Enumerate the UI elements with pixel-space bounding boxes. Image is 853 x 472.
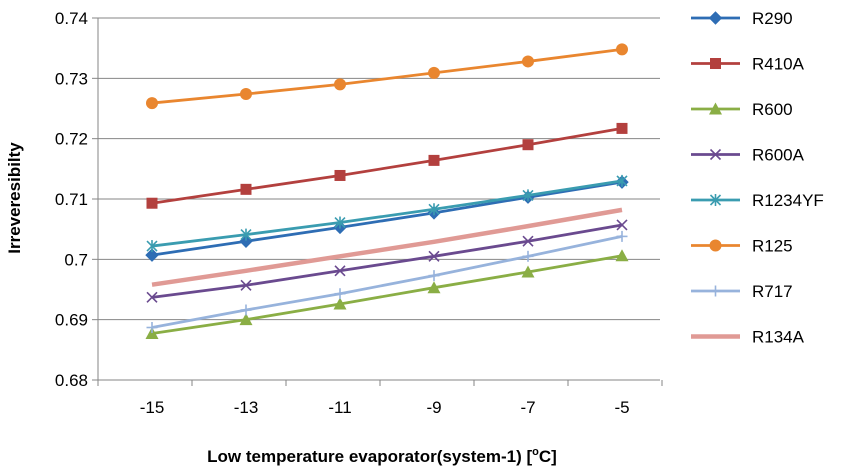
data-point bbox=[145, 327, 159, 340]
x-tick-label: -15 bbox=[140, 398, 165, 417]
x-tick-label: -7 bbox=[520, 398, 535, 417]
data-point bbox=[334, 216, 346, 229]
data-point bbox=[616, 122, 628, 134]
legend-label: R134A bbox=[752, 328, 805, 347]
data-point bbox=[146, 291, 158, 303]
legend-label: R125 bbox=[752, 237, 793, 256]
data-point bbox=[427, 281, 441, 294]
data-point bbox=[333, 297, 347, 310]
data-point bbox=[428, 270, 440, 282]
data-point bbox=[428, 250, 440, 262]
data-point bbox=[334, 288, 346, 300]
data-point bbox=[616, 174, 628, 187]
data-point bbox=[146, 97, 158, 110]
axes bbox=[97, 18, 660, 381]
y-axis-title: Irreveresibilty bbox=[5, 142, 24, 254]
data-point bbox=[616, 43, 628, 56]
legend-label: R410A bbox=[752, 55, 805, 74]
data-point bbox=[239, 313, 253, 326]
data-point bbox=[240, 88, 252, 101]
data-point bbox=[522, 55, 534, 68]
data-point bbox=[145, 248, 159, 262]
series-r410a bbox=[146, 122, 628, 209]
series-line bbox=[151, 254, 623, 335]
data-point bbox=[428, 203, 440, 216]
data-point bbox=[146, 322, 158, 334]
legend-item: R600 bbox=[691, 100, 793, 119]
series-r600a bbox=[146, 219, 628, 303]
y-tick-label: 0.7 bbox=[64, 250, 88, 269]
legend-marker bbox=[709, 148, 722, 161]
y-tick-label: 0.74 bbox=[55, 9, 88, 28]
legend-item: R290 bbox=[691, 9, 793, 28]
legend-marker bbox=[709, 102, 722, 115]
x-tick-label: -5 bbox=[614, 398, 629, 417]
series-lines bbox=[145, 43, 629, 340]
legend-item: R134A bbox=[691, 328, 805, 347]
series-line bbox=[151, 207, 623, 287]
legend-item: R1234YF bbox=[691, 191, 824, 210]
series-line bbox=[151, 47, 623, 105]
data-point bbox=[522, 139, 534, 151]
series-line bbox=[151, 180, 623, 257]
y-tick-label: 0.71 bbox=[55, 190, 88, 209]
series-r125 bbox=[146, 43, 628, 110]
series-r717 bbox=[146, 230, 628, 334]
data-point bbox=[428, 66, 440, 79]
data-point bbox=[522, 189, 534, 202]
y-axis-ticks: 0.68 0.69 0.7 0.71 0.72 0.73 0.74 bbox=[55, 9, 98, 390]
x-tick-label: -13 bbox=[234, 398, 259, 417]
legend-marker bbox=[710, 58, 721, 69]
legend-marker bbox=[709, 239, 722, 252]
data-point bbox=[240, 304, 252, 316]
legend-label: R600A bbox=[752, 146, 805, 165]
legend-item: R717 bbox=[691, 282, 793, 301]
data-point bbox=[240, 279, 252, 291]
data-point bbox=[521, 265, 535, 278]
y-tick-label: 0.69 bbox=[55, 311, 88, 330]
legend-item: R600A bbox=[691, 146, 805, 165]
data-point bbox=[428, 154, 440, 166]
legend-label: R1234YF bbox=[752, 191, 824, 210]
x-axis-title: Low temperature evaporator(system-1) [oC… bbox=[207, 446, 557, 466]
x-axis-ticks: -15 -13 -11 -9 -7 -5 bbox=[97, 380, 663, 417]
data-point bbox=[616, 219, 628, 231]
legend-item: R410A bbox=[691, 55, 805, 74]
series-r134a bbox=[151, 207, 623, 287]
legend-marker bbox=[710, 285, 721, 297]
data-point bbox=[334, 169, 346, 181]
data-point bbox=[615, 249, 629, 262]
series-r1234yf bbox=[146, 174, 628, 253]
series-r600 bbox=[145, 249, 629, 340]
data-point bbox=[240, 183, 252, 195]
data-point bbox=[522, 235, 534, 247]
legend-marker bbox=[709, 194, 722, 206]
x-tick-label: -11 bbox=[328, 398, 351, 417]
y-tick-label: 0.73 bbox=[55, 69, 88, 88]
legend-marker bbox=[708, 11, 723, 25]
series-line bbox=[151, 235, 623, 329]
data-point bbox=[616, 230, 628, 242]
series-line bbox=[151, 223, 623, 299]
data-point bbox=[334, 265, 346, 277]
y-tick-label: 0.72 bbox=[55, 130, 88, 149]
data-point bbox=[146, 197, 158, 209]
series-line bbox=[151, 179, 623, 248]
legend-item: R125 bbox=[691, 237, 793, 256]
series-line bbox=[151, 127, 623, 205]
legend-label: R290 bbox=[752, 9, 793, 28]
data-point bbox=[522, 250, 534, 262]
data-point bbox=[240, 228, 252, 241]
data-point bbox=[334, 78, 346, 91]
legend-label: R600 bbox=[752, 100, 793, 119]
legend-label: R717 bbox=[752, 282, 793, 301]
x-tick-label: -9 bbox=[426, 398, 441, 417]
legend: R290 R410A R600 R600A R1234YF R125 R717 R134A bbox=[691, 9, 824, 347]
y-tick-label: 0.68 bbox=[55, 371, 88, 390]
data-point bbox=[146, 240, 158, 253]
